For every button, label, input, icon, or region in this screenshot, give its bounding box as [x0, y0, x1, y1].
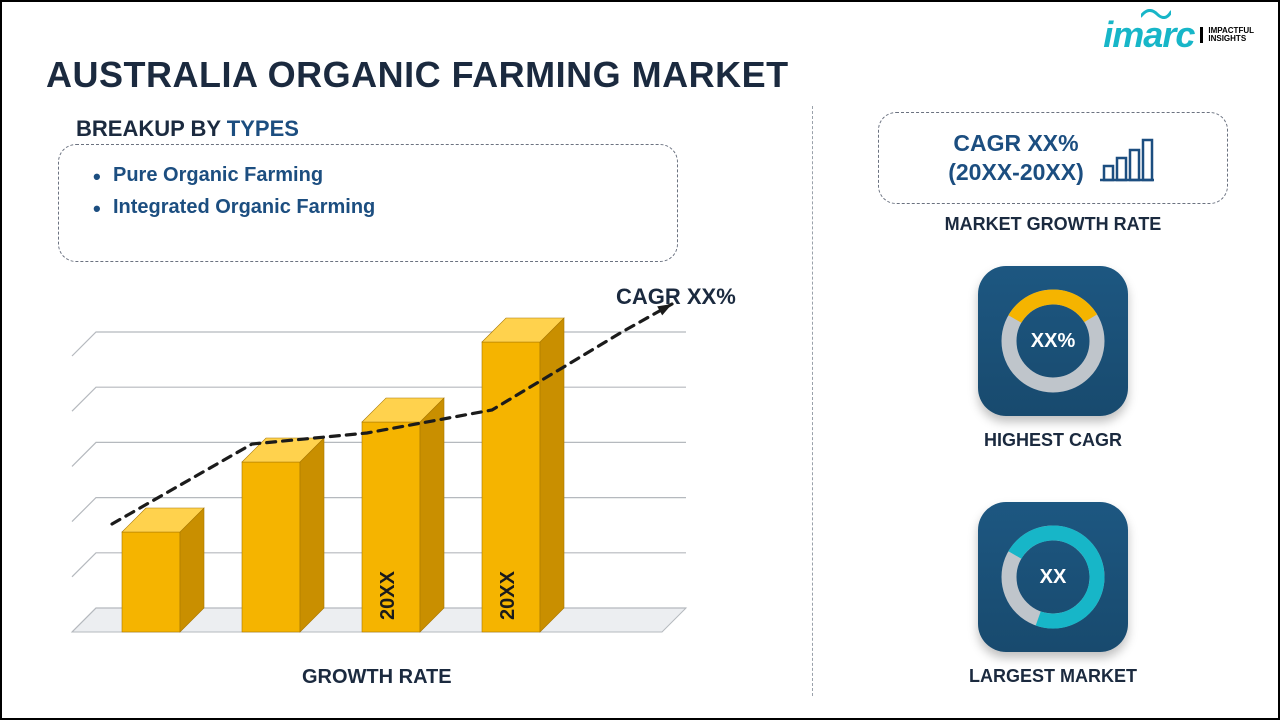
market-growth-rate-label: MARKET GROWTH RATE [878, 214, 1228, 235]
growth-line1: CAGR XX% [948, 129, 1084, 158]
growth-bar-chart: 20XX 20XX [62, 302, 742, 662]
bar-chart-svg: 20XX 20XX [62, 302, 742, 662]
breakup-item: Integrated Organic Farming [85, 191, 651, 223]
logo-brand-text: imarc [1103, 14, 1194, 56]
growth-box-text: CAGR XX% (20XX-20XX) [948, 129, 1084, 187]
brand-logo: imarc IMPACTFUL INSIGHTS [1103, 14, 1254, 56]
logo-wave-icon [1141, 6, 1171, 16]
highest-cagr-label: HIGHEST CAGR [878, 430, 1228, 451]
highest-cagr-value: XX% [1031, 330, 1075, 353]
svg-text:20XX: 20XX [377, 570, 399, 620]
bar-growth-icon [1098, 130, 1158, 186]
breakup-types-box: Pure Organic Farming Integrated Organic … [58, 144, 678, 262]
logo-tagline: IMPACTFUL INSIGHTS [1200, 27, 1254, 43]
highest-cagr-tile: XX% [978, 266, 1128, 416]
breakup-heading: BREAKUP BY TYPES [76, 116, 299, 142]
largest-market-value: XX [1040, 566, 1067, 589]
breakup-prefix: BREAKUP BY [76, 116, 227, 141]
page-title: AUSTRALIA ORGANIC FARMING MARKET [46, 54, 789, 96]
growth-line2: (20XX-20XX) [948, 158, 1084, 187]
logo-tagline-2: INSIGHTS [1208, 35, 1254, 43]
breakup-highlight: TYPES [227, 116, 299, 141]
breakup-item: Pure Organic Farming [85, 159, 651, 191]
growth-rate-axis-label: GROWTH RATE [302, 666, 452, 689]
largest-market-tile: XX [978, 502, 1128, 652]
market-growth-box: CAGR XX% (20XX-20XX) [878, 112, 1228, 204]
svg-text:20XX: 20XX [497, 570, 519, 620]
vertical-divider [812, 106, 813, 696]
cagr-callout: CAGR XX% [616, 284, 736, 310]
largest-market-label: LARGEST MARKET [878, 666, 1228, 687]
